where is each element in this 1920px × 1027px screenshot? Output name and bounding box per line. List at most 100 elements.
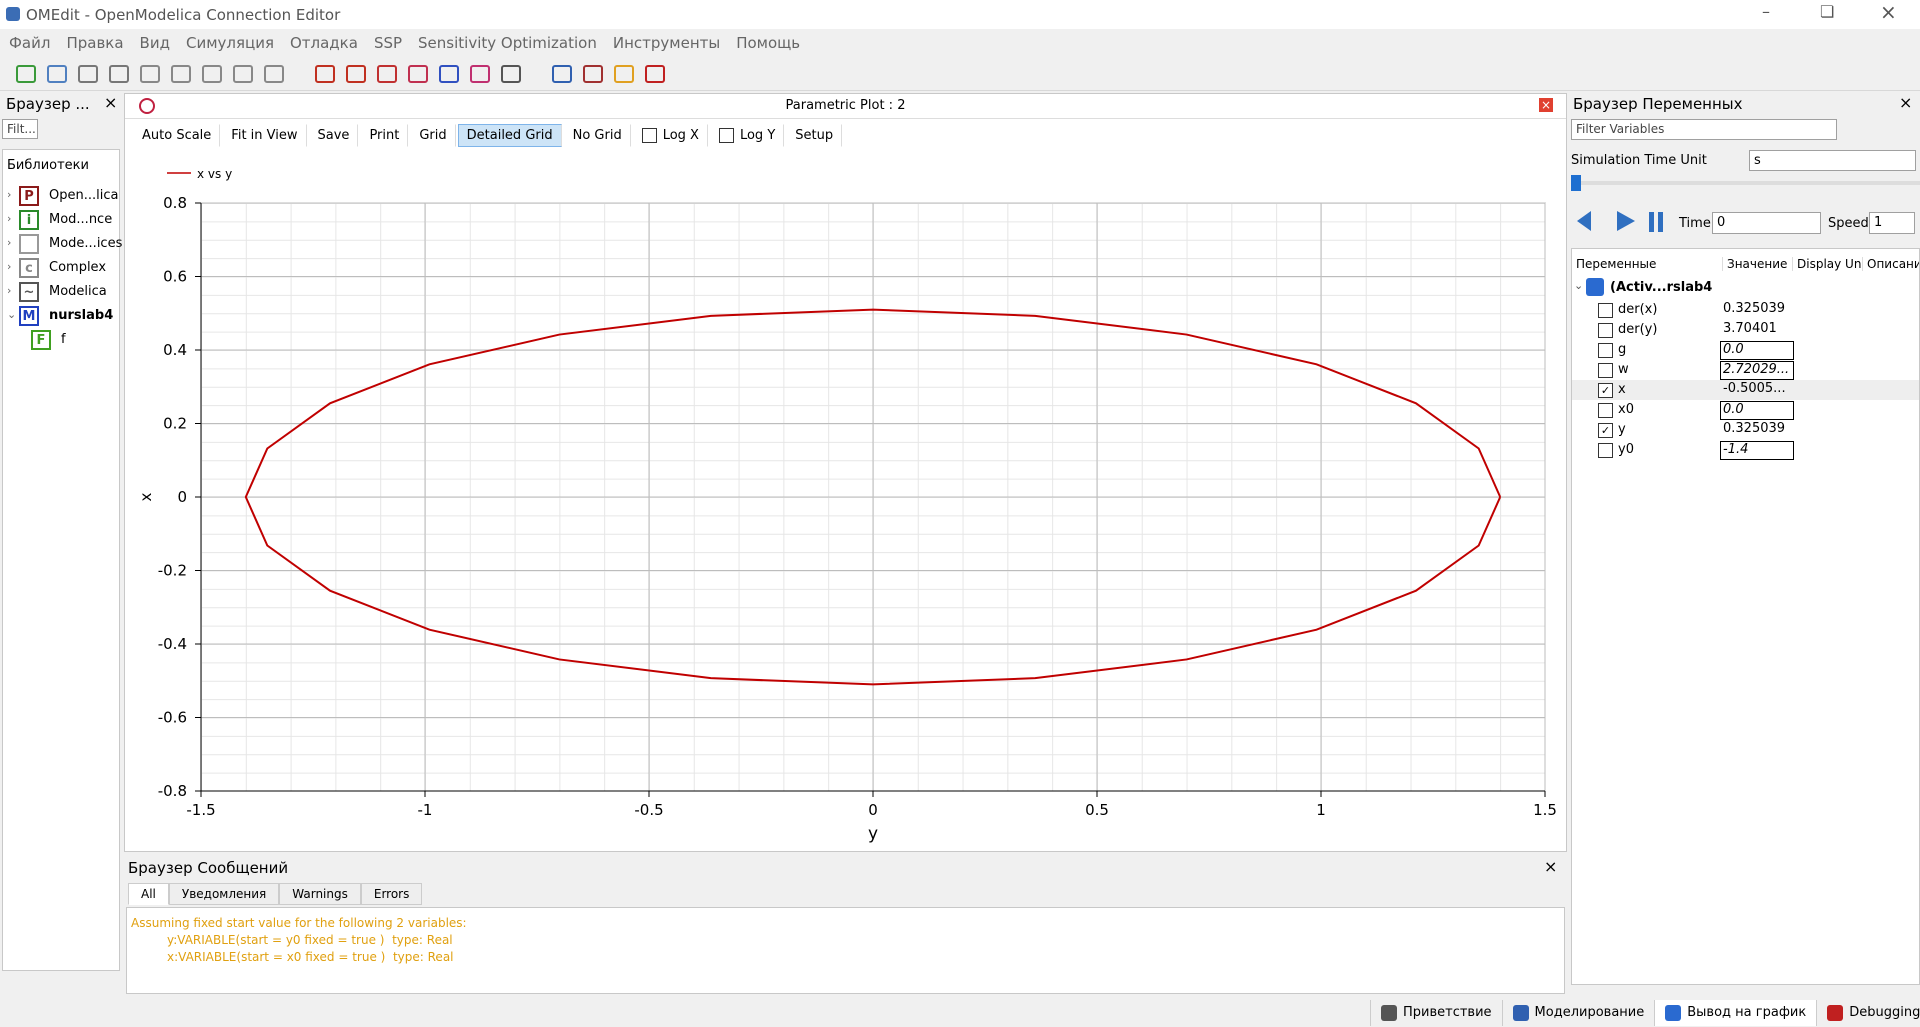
toolbar-button[interactable] — [109, 65, 129, 83]
variable-value[interactable]: 2.72029... — [1720, 361, 1794, 380]
status-tab[interactable]: Приветствие — [1370, 999, 1502, 1026]
plot-button[interactable]: Log X — [633, 123, 708, 147]
toolbar-button[interactable] — [583, 65, 603, 83]
toolbar-button[interactable] — [140, 65, 160, 83]
tree-arrow[interactable]: ⌄ — [1574, 279, 1584, 292]
menu-item[interactable]: SSP — [373, 34, 403, 52]
button-label: Print — [369, 127, 400, 143]
close[interactable]: × — [1899, 93, 1913, 112]
minimize[interactable]: – — [1762, 2, 1770, 21]
expand-arrow[interactable]: ⌄ — [7, 308, 17, 321]
filter-input[interactable]: Filter Variables — [1571, 119, 1837, 140]
library-item[interactable]: Open...lica — [49, 188, 119, 203]
plot-button[interactable]: No Grid — [564, 123, 631, 147]
time-unit-select[interactable]: s — [1749, 150, 1916, 171]
message-tab[interactable]: Уведомления — [168, 883, 280, 905]
expand-arrow[interactable]: › — [7, 188, 12, 201]
plot-button[interactable]: Fit in View — [222, 123, 307, 147]
expand-arrow[interactable]: › — [7, 212, 12, 225]
slider-handle[interactable] — [1571, 175, 1581, 191]
toolbar-button[interactable] — [614, 65, 634, 83]
checkbox[interactable] — [718, 127, 734, 143]
restore[interactable]: ❏ — [1820, 2, 1835, 21]
menu-item[interactable]: Отладка — [289, 34, 358, 52]
time-input[interactable]: 0 — [1712, 212, 1821, 234]
checkbox[interactable]: ✓ — [1598, 383, 1613, 398]
toolbar-button[interactable] — [78, 65, 98, 83]
result-root[interactable]: (Activ...rslab4 — [1610, 280, 1713, 295]
button-label: Fit in View — [231, 127, 298, 143]
close[interactable]: × — [104, 93, 118, 112]
status-tab[interactable]: Моделирование — [1501, 999, 1655, 1026]
plot-button[interactable]: Print — [360, 123, 409, 147]
toolbar-button[interactable] — [202, 65, 222, 83]
checkbox[interactable] — [1598, 443, 1613, 458]
toolbar-button[interactable] — [171, 65, 191, 83]
checkbox[interactable] — [1598, 363, 1613, 378]
expand-arrow[interactable]: › — [7, 260, 12, 273]
plot-button[interactable]: Log Y — [710, 123, 785, 147]
checkbox[interactable] — [641, 127, 657, 143]
toolbar-button[interactable] — [47, 65, 67, 83]
close[interactable]: × — [1539, 98, 1553, 112]
library-item[interactable]: Complex — [49, 260, 107, 275]
toolbar-button[interactable] — [645, 65, 665, 83]
menu-item[interactable]: Правка — [66, 34, 124, 52]
checkbox[interactable] — [1598, 323, 1613, 338]
plot-button[interactable]: Save — [309, 123, 359, 147]
plot-button[interactable]: Setup — [786, 123, 843, 147]
variable-value[interactable]: 0.0 — [1720, 341, 1794, 360]
message-tab[interactable]: Errors — [360, 883, 423, 905]
toolbar-button[interactable] — [233, 65, 253, 83]
toolbar-button[interactable] — [346, 65, 366, 83]
menu-item[interactable]: Вид — [139, 34, 170, 52]
menu-item[interactable]: Инструменты — [612, 34, 721, 52]
library-item[interactable]: Modelica — [49, 284, 107, 299]
checkbox[interactable] — [1598, 343, 1613, 358]
library-item[interactable]: Mod...nce — [49, 212, 113, 227]
time-slider[interactable] — [1571, 175, 1920, 191]
toolbar-button[interactable] — [264, 65, 284, 83]
play-button[interactable] — [1617, 211, 1635, 231]
toolbar-button[interactable] — [315, 65, 335, 83]
y-tick-label: -0.2 — [158, 562, 187, 580]
menu-item[interactable]: Sensitivity Optimization — [418, 34, 597, 52]
expand-arrow[interactable]: › — [7, 284, 12, 297]
plot-button[interactable]: Detailed Grid — [457, 123, 562, 147]
toolbar-button[interactable] — [470, 65, 490, 83]
variable-value[interactable]: 0.0 — [1720, 401, 1794, 420]
checkbox[interactable] — [1598, 303, 1613, 318]
pause-button[interactable] — [1649, 212, 1654, 232]
message-tab[interactable]: Warnings — [279, 883, 361, 905]
plot-button[interactable]: Grid — [410, 123, 456, 147]
checkbox[interactable]: ✓ — [1598, 423, 1613, 438]
filter-input[interactable]: Filt... — [2, 119, 38, 139]
toolbar-button[interactable] — [377, 65, 397, 83]
close[interactable]: × — [1880, 0, 1897, 24]
status-tab[interactable]: Вывод на график — [1654, 999, 1817, 1026]
library-item[interactable]: f — [61, 332, 66, 347]
close[interactable]: × — [1544, 857, 1558, 876]
toolbar-button[interactable] — [501, 65, 521, 83]
speed-input[interactable]: 1 — [1869, 212, 1915, 234]
library-item[interactable]: Mode...ices — [49, 236, 123, 251]
rewind-button[interactable] — [1577, 211, 1591, 231]
y-axis-label: x — [137, 492, 155, 501]
menu-item[interactable]: Симуляция — [185, 34, 274, 52]
toolbar-button[interactable] — [439, 65, 459, 83]
variable-value[interactable]: -1.4 — [1720, 441, 1794, 460]
plot-button[interactable]: Auto Scale — [133, 123, 221, 147]
toolbar-button[interactable] — [552, 65, 572, 83]
menu-item[interactable]: Файл — [9, 34, 51, 52]
checkbox[interactable] — [1598, 403, 1613, 418]
toolbar-button[interactable] — [16, 65, 36, 83]
library-item[interactable]: nurslab4 — [49, 308, 114, 323]
toolbar-button[interactable] — [408, 65, 428, 83]
x-tick-label: -0.5 — [634, 801, 663, 819]
expand-arrow[interactable]: › — [7, 236, 12, 249]
status-tab[interactable]: Debugging — [1816, 999, 1920, 1026]
x-tick-label: -1 — [418, 801, 433, 819]
message-tab[interactable]: All — [128, 883, 169, 905]
menu-item[interactable]: Помощь — [736, 34, 801, 52]
message-line: y:VARIABLE(start = y0 fixed = true ) typ… — [167, 933, 453, 947]
